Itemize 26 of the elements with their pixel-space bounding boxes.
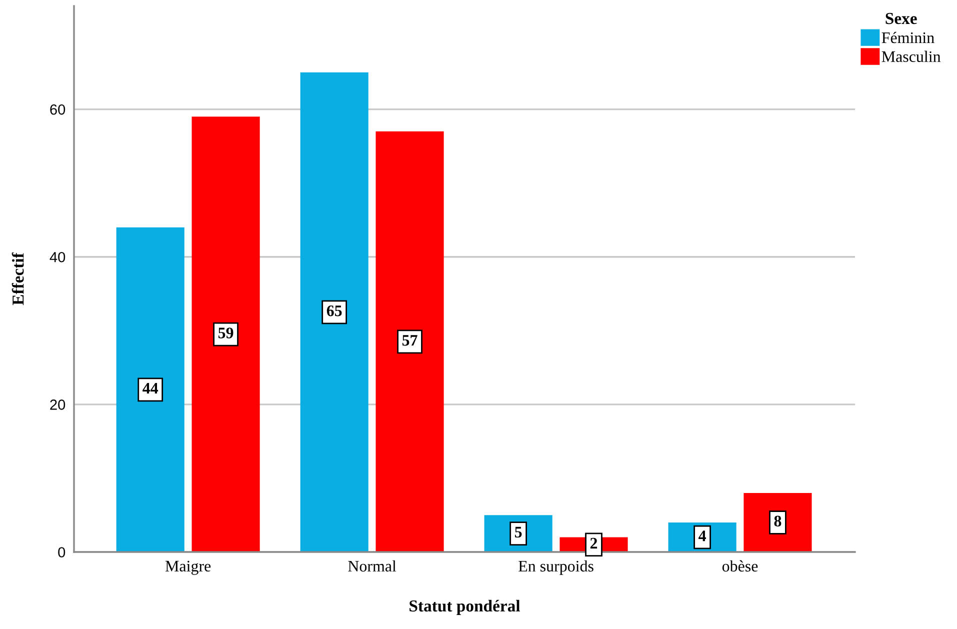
bar: [376, 131, 444, 552]
y-tick-label: 40: [50, 252, 66, 262]
bar: [744, 492, 812, 552]
data-label: 8: [774, 516, 782, 526]
y-tick-label: 0: [58, 547, 66, 558]
data-label: 65: [326, 305, 342, 316]
y-axis-title: Effectif: [12, 252, 24, 306]
bar: [300, 72, 368, 552]
x-axis-title: Statut pondéral: [410, 600, 520, 615]
legend-title: Sexe: [886, 12, 917, 24]
data-label: 4: [698, 530, 706, 542]
data-label: 57: [402, 335, 418, 346]
x-tick-label: obèse: [722, 560, 758, 572]
bar: [192, 116, 260, 552]
data-label: 59: [218, 328, 234, 338]
y-tick-label: 60: [50, 104, 66, 115]
x-tick-label: Maigre: [165, 560, 211, 575]
x-tick-label: Normal: [348, 560, 396, 572]
data-label: 5: [514, 526, 522, 538]
bar: [116, 227, 184, 552]
legend-label: Féminin: [882, 32, 934, 44]
data-label: 44: [142, 383, 158, 394]
x-tick-label: En surpoids: [518, 560, 594, 575]
data-label: 2: [590, 538, 598, 548]
legend-label: Masculin: [882, 50, 941, 62]
y-tick-label: 20: [50, 400, 66, 410]
